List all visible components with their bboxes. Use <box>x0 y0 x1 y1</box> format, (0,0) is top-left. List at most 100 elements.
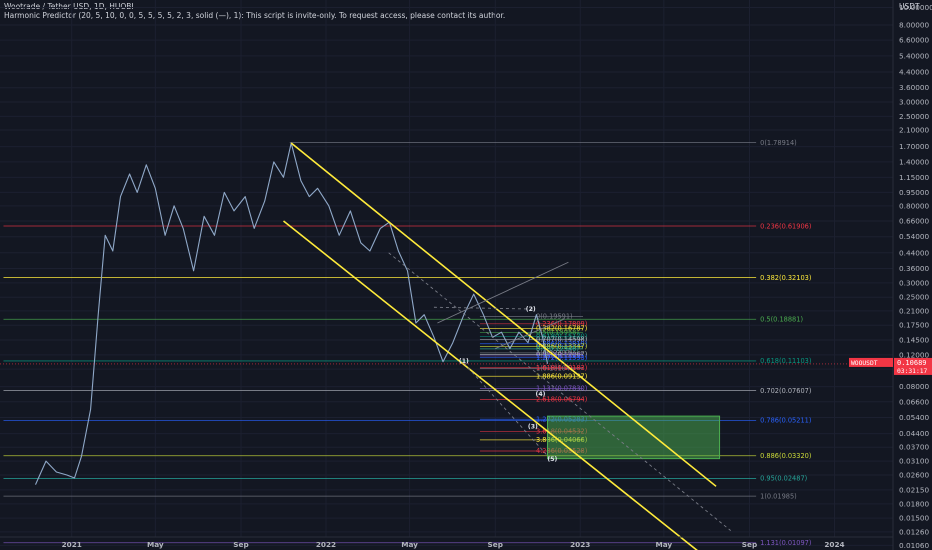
x-tick-label: 2022 <box>316 540 336 549</box>
trendlines <box>283 142 731 550</box>
harmonic-label: 0.786(0.13819) <box>536 340 587 348</box>
indicator-legend: Harmonic Predictor (20, 5, 10, 0, 0, 5, … <box>4 11 506 20</box>
fib-label: 0.786(0.05211) <box>760 417 811 425</box>
y-tick-label: 4.40000 <box>899 67 930 76</box>
symbol-badge <box>849 357 893 367</box>
pattern-point-label: (3) <box>528 423 538 430</box>
y-tick-label: 0.01060 <box>899 541 930 550</box>
y-tick-label: 6.60000 <box>899 36 930 45</box>
y-tick-label: 5.40000 <box>899 51 930 60</box>
target-zone <box>547 415 721 460</box>
harmonic-label: 1(0.10104) <box>536 365 573 373</box>
harmonic-label: 1.131(0.07830) <box>536 385 587 393</box>
fib-label: 0(1.78914) <box>760 139 797 147</box>
y-tick-label: 0.30000 <box>899 278 930 287</box>
fib-label: 1.131(0.01097) <box>760 539 811 547</box>
fib-label: 0.618(0.11103) <box>760 357 811 365</box>
harmonic-label: 0.236(0.17809) <box>536 320 587 328</box>
pattern-point-label: (4) <box>536 391 546 398</box>
y-tick-label: 0.08000 <box>899 382 930 391</box>
fib-label: 0.382(0.32103) <box>760 274 811 282</box>
y-tick-label: 0.02600 <box>899 470 930 479</box>
x-tick-label: Sep <box>742 540 757 549</box>
y-tick-label: 2.10000 <box>899 126 930 135</box>
y-tick-label: 0.66000 <box>899 216 930 225</box>
harmonic-label: 1.13(0.11837) <box>536 352 583 360</box>
trendline <box>495 318 566 349</box>
y-tick-label: 0.06600 <box>899 397 930 406</box>
x-tick-label: May <box>147 540 164 549</box>
y-tick-label: 3.60000 <box>899 83 930 92</box>
trendline <box>388 252 731 531</box>
y-tick-label: 0.12000 <box>899 350 930 359</box>
harmonic-label: 0(0.19591) <box>536 313 573 321</box>
grid <box>0 0 893 546</box>
fib-label: 0.236(0.61906) <box>760 222 811 230</box>
harmonic-label: 0.382(0.16787) <box>536 325 587 333</box>
harmonic-label: 1.272(0.11593) <box>536 354 587 362</box>
harmonic-label: 0.618(0.15170) <box>536 333 587 341</box>
y-tick-label: 0.14500 <box>899 335 930 344</box>
trendline <box>437 261 569 324</box>
harmonic-label: 1.886(0.09137) <box>536 372 587 380</box>
y-tick-label: 0.05400 <box>899 413 930 422</box>
x-tick-label: May <box>401 540 418 549</box>
fib-label: 0.886(0.03320) <box>760 452 811 460</box>
pattern-point-label: (5) <box>547 456 557 463</box>
harmonic-label: 0.5(0.15958) <box>536 329 579 337</box>
harmonic-label: 0.707(0.14598) <box>536 336 587 344</box>
x-tick-label: May <box>655 540 672 549</box>
pattern-points: (2) (1) (4) (3) (5) <box>459 306 558 463</box>
y-tick-label: 0.04400 <box>899 429 930 438</box>
y-tick-label: 0.36000 <box>899 264 930 273</box>
harmonic-label: 1(0.12307) <box>536 349 573 357</box>
fib-levels: 0(1.78914) 0.236(0.61906) 0.382(0.32103) 0.… <box>3 139 811 547</box>
y-axis-unit: USDT <box>899 2 920 11</box>
x-tick-label: Sep <box>488 540 503 549</box>
y-tick-label: 8.00000 <box>899 21 930 30</box>
x-tick-label: 2021 <box>62 540 82 549</box>
pattern-point-label: (1) <box>459 358 469 365</box>
y-tick-label: 0.17500 <box>899 321 930 330</box>
y-tick-label: 2.50000 <box>899 112 930 121</box>
channel-line <box>290 142 717 487</box>
y-tick-label: 0.02150 <box>899 485 930 494</box>
pattern-point-label: (2) <box>526 306 536 313</box>
harmonic-label: 0.950(0.12067) <box>536 351 587 359</box>
price-badge-value: 0.10689 <box>897 359 927 367</box>
harmonic-label: 0.886(0.13347) <box>536 343 587 351</box>
price-badge <box>894 357 932 375</box>
y-tick-label: 0.03100 <box>899 457 930 466</box>
y-tick-label: 1.70000 <box>899 142 930 151</box>
harmonic-label: 2.618(0.06794) <box>536 396 587 404</box>
harmonic-label: 1.618(0.10183) <box>536 364 587 372</box>
y-tick-label: 1.40000 <box>899 157 930 166</box>
y-tick-label: 0.21000 <box>899 306 930 315</box>
y-tick-label: 0.80000 <box>899 201 930 210</box>
y-tick-label: 10.00000 <box>899 3 932 12</box>
y-tick-label: 0.01800 <box>899 499 930 508</box>
y-tick-label: 0.01260 <box>899 527 930 536</box>
y-tick-label: 0.95000 <box>899 188 930 197</box>
x-tick-label: Sep <box>233 540 248 549</box>
fib-label: 0.702(0.07607) <box>760 387 811 395</box>
symbol-badge-label: WOOUSDT <box>851 360 878 367</box>
y-tick-label: 0.01500 <box>899 514 930 523</box>
fib-label: 1(0.01985) <box>760 492 797 500</box>
x-tick-label: 2024 <box>824 540 844 549</box>
y-tick-label: 1.15000 <box>899 173 930 182</box>
y-tick-label: 0.54000 <box>899 232 930 241</box>
harmonic-label: 0.9(0.12946) <box>536 345 579 353</box>
y-tick-label: 3.00000 <box>899 98 930 107</box>
price-badge-countdown: 03:31:17 <box>897 368 928 375</box>
target-zone-layer <box>547 415 721 460</box>
trendline <box>463 362 553 462</box>
chart-title: Wootrade / Tether USD, 1D, HUOBI <box>4 2 134 11</box>
fib-label: 0.95(0.02487) <box>760 475 807 483</box>
y-tick-label: 0.44000 <box>899 248 930 257</box>
fib-label: 0.5(0.18881) <box>760 316 803 324</box>
channel-line <box>283 220 698 550</box>
trendline <box>433 306 533 310</box>
